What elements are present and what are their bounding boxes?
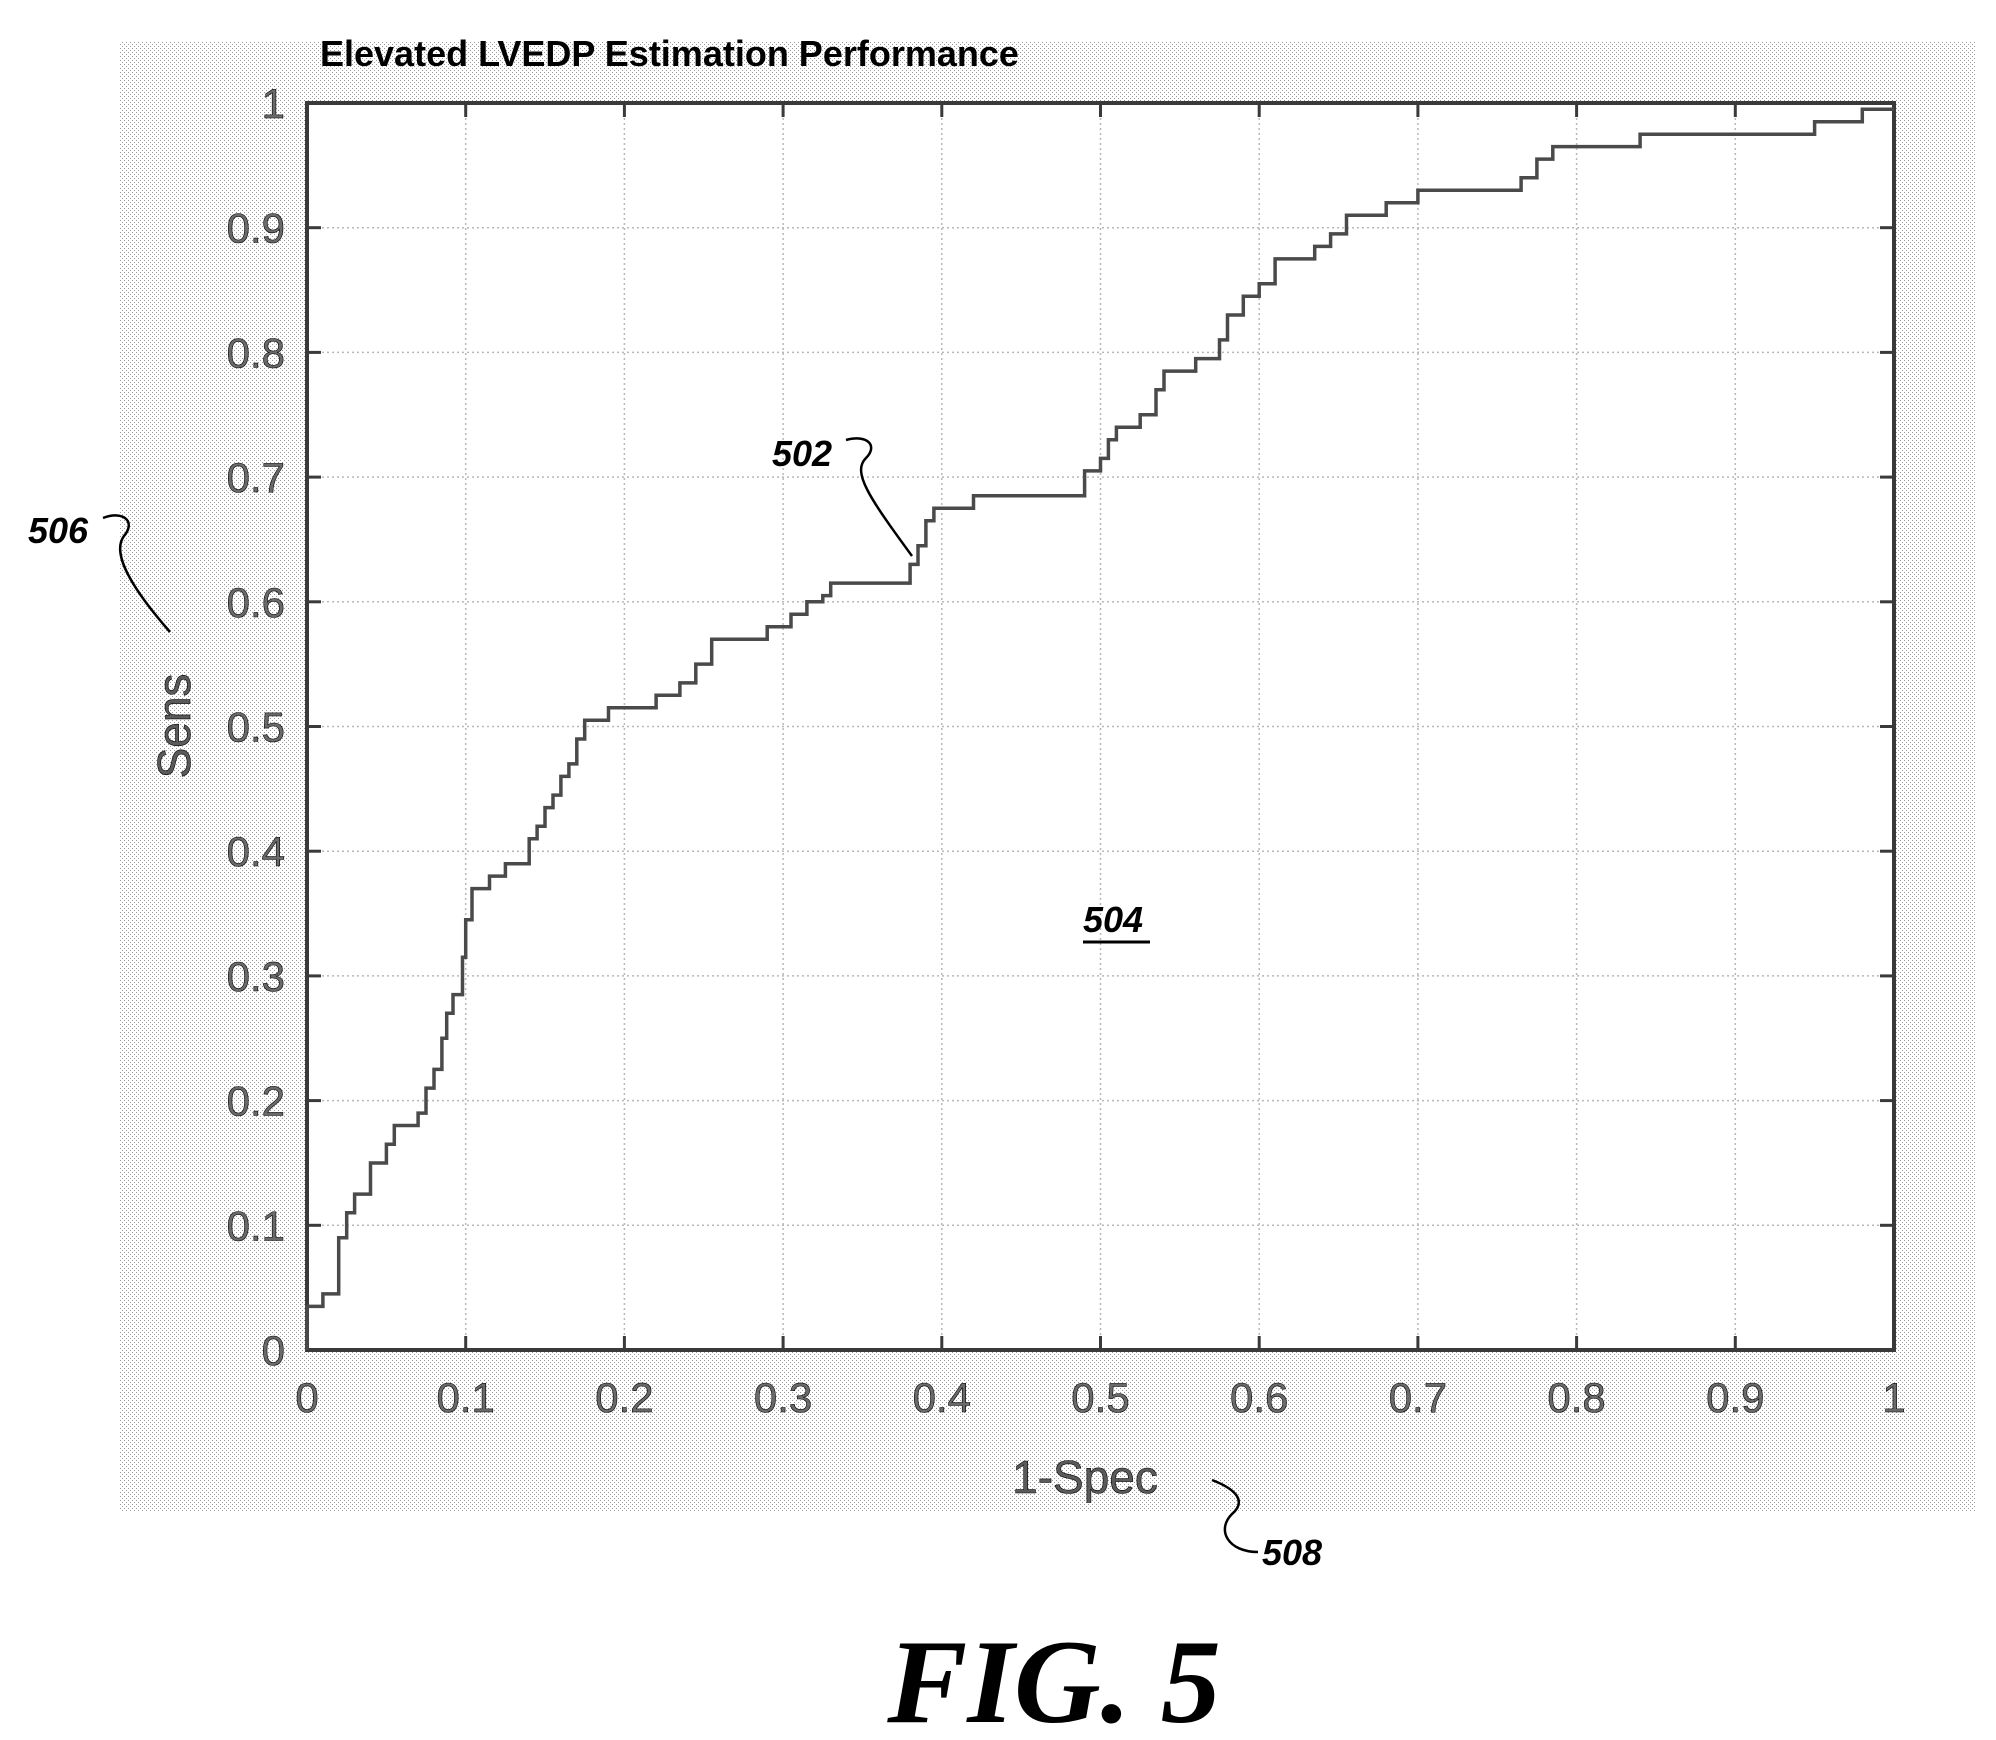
x-tick-label: 0.9	[1706, 1374, 1764, 1421]
x-tick-label: 0.7	[1389, 1374, 1447, 1421]
x-tick-labels: 0 0.1 0.2 0.3 0.4 0.5 0.6 0.7 0.8 0.9 1	[295, 1374, 1906, 1422]
annotation-502: 502	[772, 433, 832, 474]
leader-line-502	[845, 437, 914, 557]
figure-caption: FIG. 5	[886, 1615, 1220, 1740]
leader-line-508	[1211, 1478, 1259, 1554]
chart-title: Elevated LVEDP Estimation Performance	[320, 33, 1019, 74]
y-tick-label: 0.5	[227, 704, 285, 751]
x-tick-label: 0.6	[1230, 1374, 1288, 1421]
x-tick-label: 0.1	[437, 1374, 495, 1421]
y-tick-label: 0.7	[227, 454, 285, 501]
x-tick-label: 0.2	[595, 1374, 653, 1421]
x-tick-label: 0	[295, 1374, 318, 1421]
x-tick-label: 0.8	[1547, 1374, 1605, 1421]
annotation-504: 504	[1083, 899, 1143, 940]
plot-area	[307, 103, 1894, 1350]
annotation-506: 506	[28, 510, 89, 551]
series-layer	[305, 107, 1894, 1350]
y-tick-label: 0.6	[227, 579, 285, 626]
y-tick-label: 1	[262, 80, 285, 127]
y-tick-label: 0.2	[227, 1078, 285, 1125]
x-tick-label: 0.5	[1071, 1374, 1129, 1421]
y-axis-label: Sens	[148, 674, 200, 779]
x-tick-label: 0.4	[913, 1374, 971, 1421]
x-axis-label: 1-Spec	[1012, 1451, 1158, 1503]
y-tick-label: 0.3	[227, 953, 285, 1000]
annotation-508: 508	[1262, 1532, 1322, 1573]
y-tick-label: 0.1	[227, 1202, 285, 1249]
y-tick-label: 0.8	[227, 329, 285, 376]
y-tick-labels: 0 0.1 0.2 0.3 0.4 0.5 0.6 0.7 0.8 0.9 1	[226, 80, 285, 1375]
x-tick-label: 1	[1882, 1374, 1905, 1421]
x-tick-label: 0.3	[754, 1374, 812, 1421]
y-tick-label: 0	[262, 1327, 285, 1374]
plot-frame	[305, 101, 1896, 1352]
y-tick-label: 0.4	[227, 828, 285, 875]
y-tick-label: 0.9	[227, 205, 285, 252]
roc-curve-line	[305, 107, 1894, 1350]
leader-line-506	[102, 514, 171, 633]
